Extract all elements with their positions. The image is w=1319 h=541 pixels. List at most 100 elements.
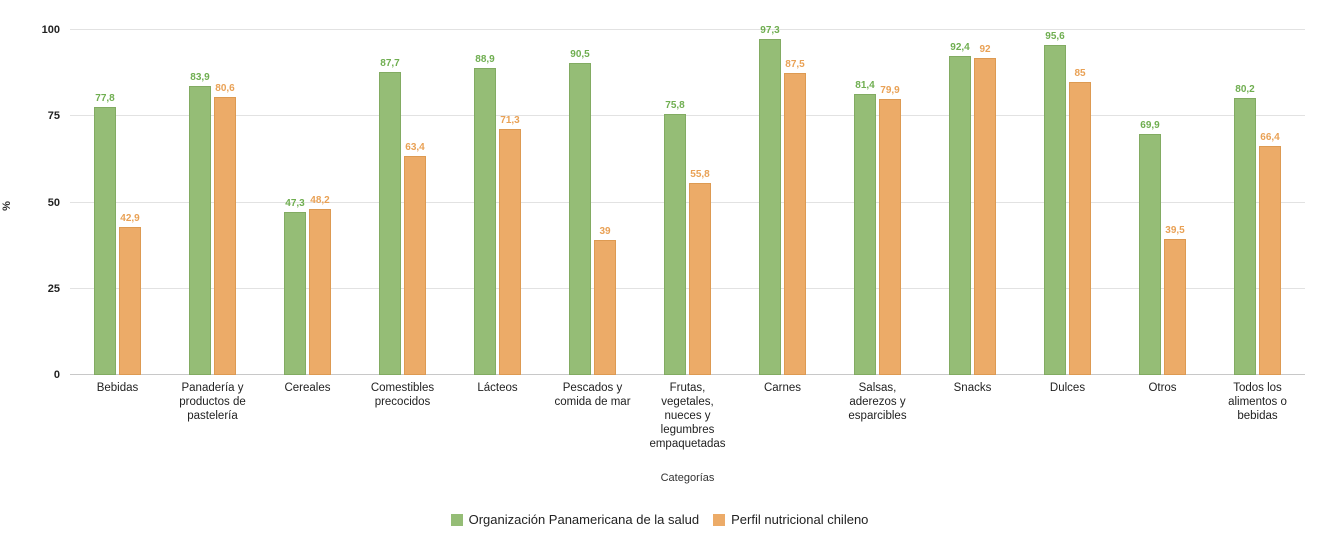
bar-group: 77,8 42,9 — [70, 30, 165, 375]
bar: 92 — [974, 44, 996, 375]
bar: 39 — [594, 226, 616, 375]
legend-label: Organización Panamericana de la salud — [468, 512, 700, 527]
bar: 48,2 — [309, 195, 331, 375]
bar-value-label: 66,4 — [1260, 131, 1280, 143]
bar-value-label: 90,5 — [570, 48, 590, 60]
category-label: Carnes — [763, 382, 802, 394]
y-tick-label-75: 75 — [47, 110, 60, 123]
gridline-50 — [70, 201, 1305, 203]
bar-value-label: 95,6 — [1045, 31, 1065, 43]
category-label: Pescados y comida de mar — [554, 382, 631, 408]
bar: 42,9 — [119, 213, 141, 375]
bar-group: 90,5 39 — [545, 30, 640, 375]
bar-value-label: 42,9 — [120, 213, 140, 224]
bar-group: 83,9 80,6 — [165, 30, 260, 375]
bar: 77,8 — [94, 93, 116, 375]
legend-swatch-icon — [450, 513, 463, 526]
bar-value-label: 80,2 — [1235, 84, 1255, 96]
bar: 75,8 — [664, 100, 686, 375]
bar-value-label: 47,3 — [285, 197, 305, 209]
category-label: Dulces — [1049, 382, 1086, 394]
bar-value-label: 97,3 — [760, 25, 780, 37]
bar-value-label: 92,4 — [950, 42, 970, 54]
legend-label: Perfil nutricional chileno — [731, 512, 869, 527]
bar: 85 — [1069, 68, 1091, 375]
bar: 55,8 — [689, 169, 711, 375]
legend-item: Perfil nutricional chileno — [713, 512, 868, 527]
category-label: Panadería y productos de pastelería — [179, 382, 246, 422]
y-tick-label-100: 100 — [41, 24, 60, 36]
bar: 66,4 — [1259, 132, 1281, 375]
gridline-100 — [70, 29, 1305, 30]
bar: 79,9 — [879, 85, 901, 375]
bar: 71,3 — [499, 115, 521, 375]
category-label: Comestibles precocidos — [370, 382, 435, 408]
bar-value-label: 87,7 — [380, 58, 400, 70]
bar-value-label: 80,6 — [215, 82, 235, 94]
bar-value-label: 87,5 — [785, 59, 805, 71]
bar: 87,7 — [379, 58, 401, 375]
bar: 95,6 — [1044, 31, 1066, 375]
bar: 81,4 — [854, 80, 876, 375]
bar-value-label: 77,8 — [95, 92, 115, 104]
bar: 80,6 — [214, 83, 236, 375]
category-label: Bebidas — [96, 382, 139, 394]
category-label: Lácteos — [477, 382, 518, 394]
bar-value-label: 39,5 — [1165, 224, 1185, 236]
bar: 97,3 — [759, 25, 781, 375]
gridline-25 — [70, 287, 1305, 289]
plot-area: 0 25 50 75 100 77,8 42,9 83,9 80,6 47,3 48,2 87,7 63… — [42, 24, 1305, 381]
y-axis-title: % — [0, 201, 13, 211]
bar-value-label: 92 — [979, 43, 991, 55]
bar-group: 97,3 87,5 — [735, 25, 830, 375]
bar-value-label: 69,9 — [1140, 119, 1160, 131]
legend-item: Organización Panamericana de la salud — [450, 512, 700, 527]
bar: 92,4 — [949, 42, 971, 375]
bar-group: 80,2 66,4 — [1210, 30, 1305, 375]
bar-value-label: 79,9 — [880, 85, 900, 97]
bar-value-label: 81,4 — [855, 80, 875, 92]
category-label: Salsas, aderezos y esparcibles — [848, 382, 907, 422]
y-tick-label-0: 0 — [53, 369, 60, 381]
bar-value-label: 55,8 — [690, 168, 710, 180]
category-label: Todos los alimentos o bebidas — [1228, 382, 1287, 422]
bar-groups: 77,8 42,9 83,9 80,6 47,3 48,2 87,7 63,4 88,9 71,3… — [70, 25, 1305, 375]
bar-group: 92,4 92 — [925, 30, 1020, 375]
category-axis: Bebidas Panadería y productos de pasteler… — [70, 381, 1305, 451]
bar-group: 95,6 85 — [1020, 30, 1115, 375]
category-label: Cereales — [284, 382, 331, 394]
bar: 47,3 — [284, 198, 306, 375]
bar: 90,5 — [569, 49, 591, 375]
bar-group: 88,9 71,3 — [450, 30, 545, 375]
bar-value-label: 88,9 — [475, 54, 495, 66]
bar-group: 75,8 55,8 — [640, 30, 735, 375]
bar: 69,9 — [1139, 120, 1161, 375]
bar: 63,4 — [404, 142, 426, 375]
bar-value-label: 48,2 — [310, 194, 330, 206]
gridline-75 — [70, 115, 1305, 117]
bar: 88,9 — [474, 54, 496, 375]
legend-swatch-icon — [713, 513, 726, 526]
x-axis-title: Categorías — [660, 472, 715, 484]
bar: 83,9 — [189, 72, 211, 375]
y-tick-label-50: 50 — [47, 196, 60, 209]
bar-group: 81,4 79,9 — [830, 30, 925, 375]
bar: 39,5 — [1164, 225, 1186, 375]
bar: 80,2 — [1234, 84, 1256, 375]
bar-value-label: 39 — [599, 226, 611, 238]
bar-value-label: 83,9 — [190, 71, 210, 83]
category-label: Frutas, vegetales, nueces y legumbres em… — [649, 382, 726, 450]
bar-value-label: 85 — [1074, 67, 1086, 79]
legend: Organización Panamericana de la salud Per… — [0, 512, 1319, 527]
bar-group: 47,3 48,2 — [260, 30, 355, 375]
bar-group: 69,9 39,5 — [1115, 30, 1210, 375]
gridline-0 — [70, 374, 1305, 375]
category-label: Otros — [1148, 382, 1177, 394]
bar-value-label: 71,3 — [500, 115, 520, 127]
bar-value-label: 63,4 — [405, 142, 425, 154]
bar-group: 87,7 63,4 — [355, 30, 450, 375]
bar-value-label: 75,8 — [665, 99, 685, 111]
category-label: Snacks — [953, 382, 992, 394]
y-tick-label-25: 25 — [47, 282, 60, 295]
